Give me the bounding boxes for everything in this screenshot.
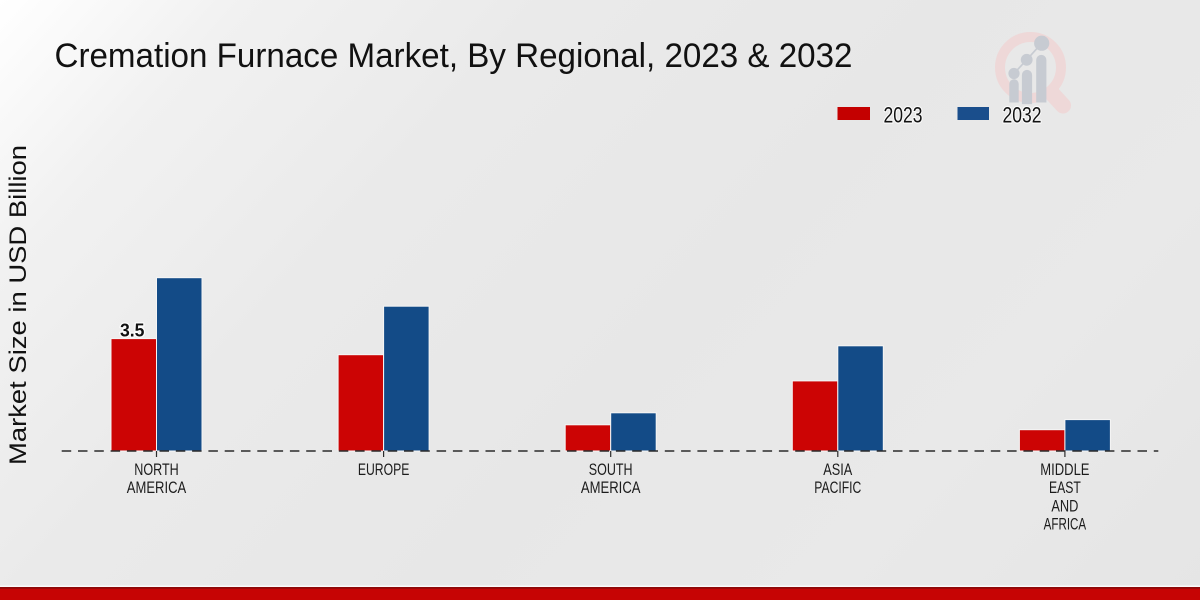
svg-text:AMERICA: AMERICA <box>581 478 641 497</box>
svg-text:2032: 2032 <box>1003 103 1042 128</box>
svg-text:MIDDLE: MIDDLE <box>1040 460 1089 479</box>
svg-text:Market Size in USD Billion: Market Size in USD Billion <box>5 145 32 465</box>
svg-text:EAST: EAST <box>1049 478 1081 497</box>
svg-text:AND: AND <box>1051 496 1078 515</box>
svg-text:NORTH: NORTH <box>134 460 179 479</box>
svg-text:ASIA: ASIA <box>823 460 852 479</box>
svg-text:PACIFIC: PACIFIC <box>814 478 861 497</box>
svg-text:AMERICA: AMERICA <box>127 478 187 497</box>
svg-text:SOUTH: SOUTH <box>589 460 633 479</box>
svg-text:EUROPE: EUROPE <box>358 460 410 479</box>
svg-text:AFRICA: AFRICA <box>1044 515 1087 534</box>
svg-text:2023: 2023 <box>884 103 923 128</box>
svg-text:3.5: 3.5 <box>120 320 145 341</box>
svg-text:Cremation Furnace Market, By R: Cremation Furnace Market, By Regional, 2… <box>55 37 853 75</box>
